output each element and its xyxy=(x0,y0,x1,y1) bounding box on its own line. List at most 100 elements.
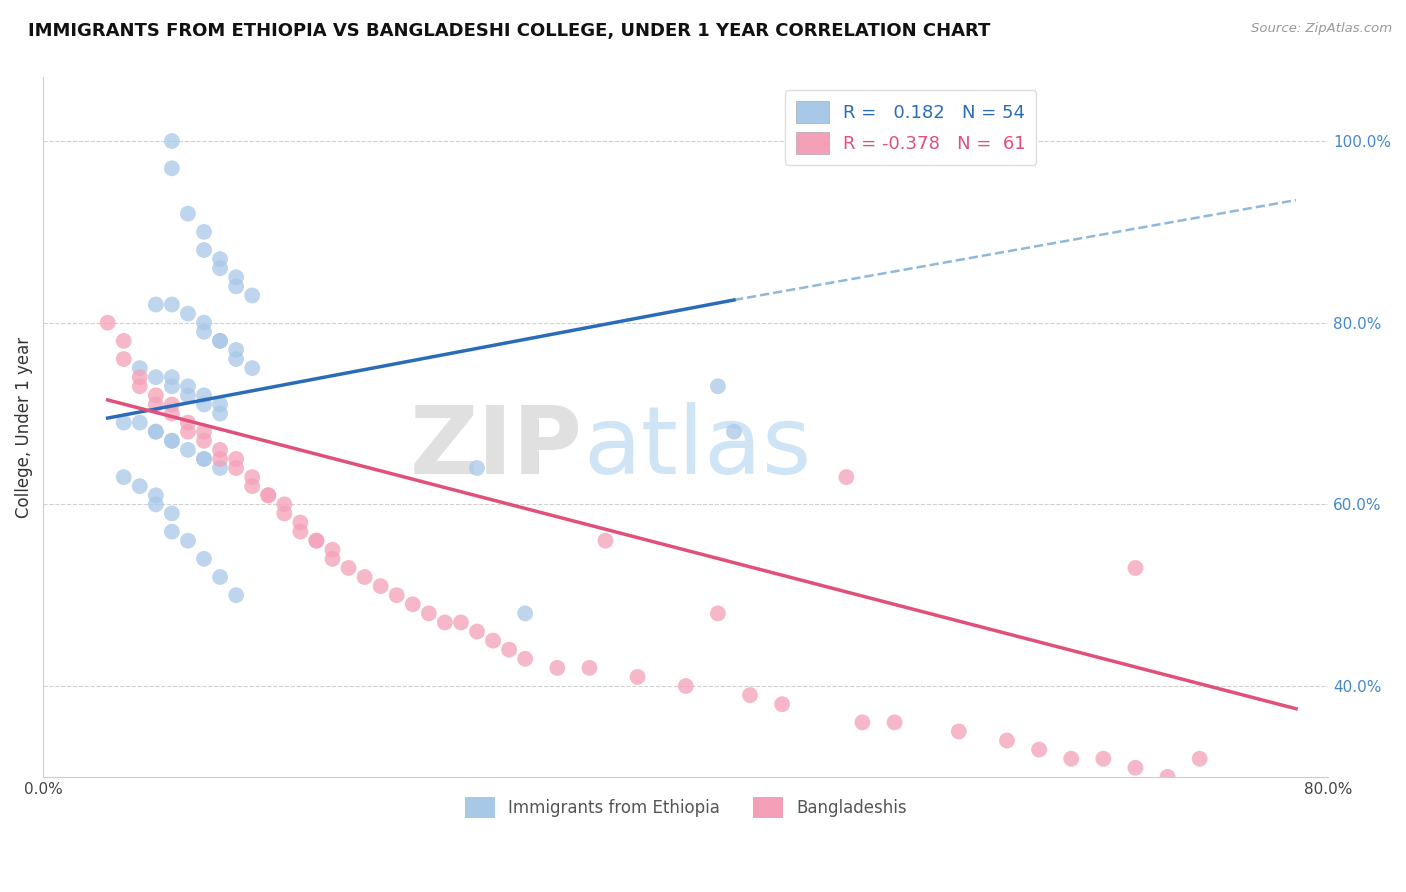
Point xyxy=(193,325,215,339)
Point xyxy=(145,397,167,411)
Point xyxy=(209,461,232,475)
Point xyxy=(851,715,873,730)
Point xyxy=(193,452,215,467)
Point xyxy=(145,388,167,402)
Point xyxy=(209,452,232,467)
Point xyxy=(177,388,200,402)
Point xyxy=(1125,761,1147,775)
Point xyxy=(209,252,232,266)
Point xyxy=(1156,770,1178,784)
Point xyxy=(177,379,200,393)
Point xyxy=(578,661,600,675)
Point xyxy=(546,661,568,675)
Point xyxy=(145,425,167,439)
Point xyxy=(145,297,167,311)
Point xyxy=(418,607,440,621)
Point xyxy=(209,407,232,421)
Point xyxy=(225,452,247,467)
Text: IMMIGRANTS FROM ETHIOPIA VS BANGLADESHI COLLEGE, UNDER 1 YEAR CORRELATION CHART: IMMIGRANTS FROM ETHIOPIA VS BANGLADESHI … xyxy=(28,22,990,40)
Point xyxy=(337,561,360,575)
Point xyxy=(321,552,343,566)
Text: atlas: atlas xyxy=(583,402,811,494)
Point xyxy=(177,207,200,221)
Point xyxy=(370,579,392,593)
Point xyxy=(160,524,183,539)
Point xyxy=(112,334,135,348)
Point xyxy=(160,379,183,393)
Point xyxy=(883,715,905,730)
Point xyxy=(675,679,697,693)
Point xyxy=(225,588,247,602)
Point xyxy=(1188,752,1211,766)
Point xyxy=(321,542,343,557)
Point xyxy=(290,516,312,530)
Point xyxy=(465,461,488,475)
Point xyxy=(112,470,135,484)
Point xyxy=(225,351,247,366)
Point xyxy=(145,370,167,384)
Point xyxy=(177,442,200,457)
Point xyxy=(145,488,167,502)
Point xyxy=(177,416,200,430)
Point xyxy=(273,497,295,511)
Point xyxy=(97,316,120,330)
Point xyxy=(515,652,537,666)
Point xyxy=(738,688,761,702)
Point xyxy=(193,388,215,402)
Point xyxy=(160,161,183,176)
Point xyxy=(160,397,183,411)
Point xyxy=(145,497,167,511)
Text: ZIP: ZIP xyxy=(411,402,583,494)
Point xyxy=(707,607,730,621)
Point xyxy=(160,370,183,384)
Point xyxy=(707,379,730,393)
Point xyxy=(193,452,215,467)
Point xyxy=(145,425,167,439)
Point xyxy=(465,624,488,639)
Point xyxy=(723,425,745,439)
Point xyxy=(128,379,150,393)
Legend: Immigrants from Ethiopia, Bangladeshis: Immigrants from Ethiopia, Bangladeshis xyxy=(458,791,914,824)
Point xyxy=(225,343,247,357)
Point xyxy=(1028,742,1050,756)
Point xyxy=(225,270,247,285)
Point xyxy=(112,351,135,366)
Point xyxy=(128,479,150,493)
Point xyxy=(482,633,505,648)
Point xyxy=(209,570,232,584)
Point xyxy=(273,507,295,521)
Point xyxy=(353,570,375,584)
Point xyxy=(128,416,150,430)
Point xyxy=(240,470,263,484)
Point xyxy=(1060,752,1083,766)
Point xyxy=(160,134,183,148)
Point xyxy=(193,316,215,330)
Point xyxy=(160,297,183,311)
Point xyxy=(209,334,232,348)
Point xyxy=(160,507,183,521)
Point xyxy=(160,434,183,448)
Point xyxy=(177,533,200,548)
Point xyxy=(402,597,425,611)
Point xyxy=(225,279,247,293)
Point xyxy=(835,470,858,484)
Point xyxy=(626,670,648,684)
Point xyxy=(515,607,537,621)
Point xyxy=(128,370,150,384)
Point xyxy=(209,334,232,348)
Point xyxy=(112,416,135,430)
Point xyxy=(433,615,456,630)
Point xyxy=(160,407,183,421)
Point xyxy=(209,442,232,457)
Point xyxy=(177,425,200,439)
Point xyxy=(209,397,232,411)
Point xyxy=(770,697,793,711)
Point xyxy=(257,488,280,502)
Point xyxy=(225,461,247,475)
Point xyxy=(305,533,328,548)
Point xyxy=(1125,561,1147,575)
Point xyxy=(595,533,617,548)
Point xyxy=(209,261,232,276)
Point xyxy=(257,488,280,502)
Point xyxy=(160,434,183,448)
